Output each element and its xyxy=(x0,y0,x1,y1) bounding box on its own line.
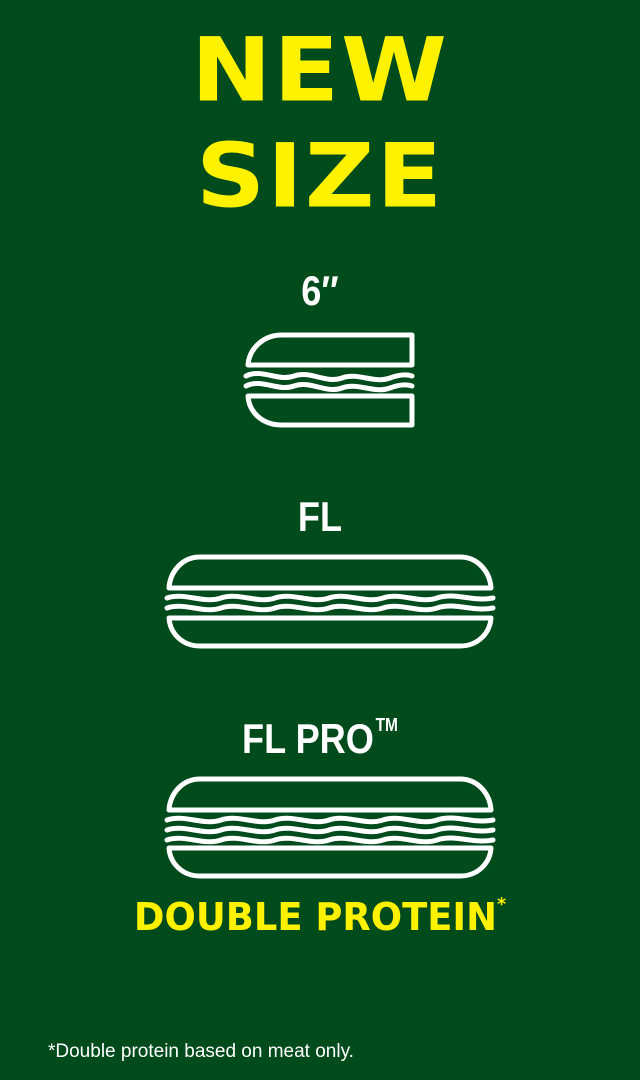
size-label-footlong-pro: FL PROTM xyxy=(45,715,595,762)
tagline-text: DOUBLE PROTEIN xyxy=(133,895,497,939)
double-protein-tagline: DOUBLE PROTEIN* xyxy=(10,895,631,939)
size-label-6-inch: 6″ xyxy=(301,267,339,314)
headline-line-1: NEW xyxy=(191,18,449,122)
size-label-footlong-pro-text: FL PRO xyxy=(242,715,374,762)
headline-line-2: SIZE xyxy=(195,124,445,228)
size-label-footlong: FL xyxy=(297,493,343,540)
trademark-mark: TM xyxy=(375,715,398,735)
tagline-asterisk: * xyxy=(496,894,507,915)
footnote: *Double protein based on meat only. xyxy=(48,1041,354,1062)
